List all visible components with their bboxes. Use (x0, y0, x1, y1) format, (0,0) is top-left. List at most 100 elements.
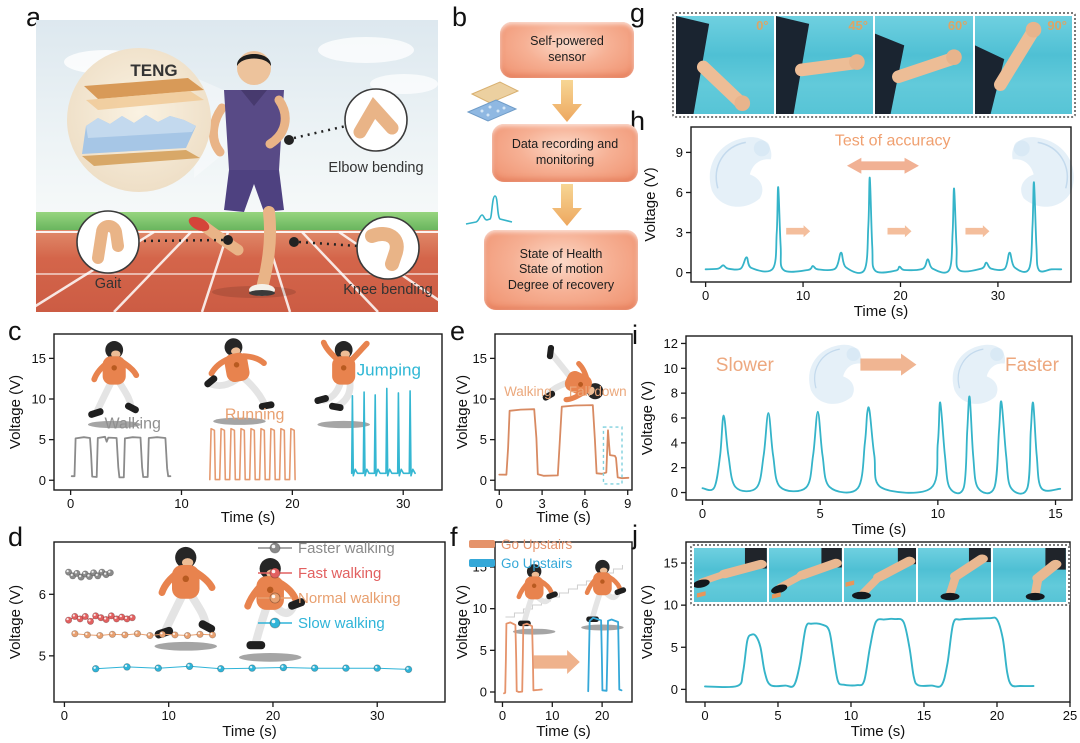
arm-photo-0deg: 0° (676, 16, 774, 114)
cartoon-person-stairs (238, 558, 306, 662)
x-tick-label: 0 (701, 708, 708, 723)
legend-label: Go Upstairs (501, 537, 573, 552)
cartoon-person-stairs (512, 564, 558, 635)
x-axis-label: Time (s) (221, 509, 275, 526)
panel-label-b: b (452, 2, 468, 32)
x-tick-label: 10 (931, 506, 945, 521)
leg-2-art (770, 548, 842, 599)
y-tick-label: 0 (671, 682, 678, 697)
chart-gait-modes: Walking Running Jumping 0 10 20 30 0 5 10 15 Time (… (8, 328, 450, 526)
y-tick-label: 0 (671, 485, 678, 500)
data-point (208, 631, 217, 639)
y-tick-label: 15 (664, 556, 678, 571)
chart-svg-h: Test of accuracy 0 10 20 30 0 3 6 9 Time (s) Volta… (643, 126, 1074, 320)
x-tick-label: 30 (991, 288, 1005, 303)
data-point-glint (312, 665, 315, 669)
angle-label-0: 0° (756, 18, 769, 33)
data-point (217, 665, 225, 673)
data-point-glint (87, 574, 90, 577)
elbow-label: Elbow bending (328, 160, 423, 176)
x-tick-label: 9 (624, 496, 631, 511)
data-point-glint (343, 665, 347, 669)
y-tick-label: 9 (676, 145, 683, 160)
data-point (183, 631, 192, 640)
arm-photo-60deg: 60° (875, 16, 973, 114)
y-tick-label: 5 (39, 432, 46, 447)
panel-label-i: i (632, 320, 638, 350)
leg-photo-4 (918, 548, 992, 602)
cartoon-person-jump (314, 339, 370, 429)
x-tick-label: 5 (817, 506, 824, 521)
x-axis-label: Time (s) (536, 509, 590, 526)
leg-photo-3 (843, 548, 917, 602)
data-point-glint (83, 614, 86, 617)
x-axis-label: Time (s) (536, 723, 590, 740)
x-tick-label: 3 (538, 496, 545, 511)
chart-svg-d: 0 10 20 30 5 6 Time (s) Voltage (V) Faster walki… (8, 540, 446, 740)
data-point (185, 662, 194, 671)
x-tick-label: 30 (396, 496, 410, 511)
flow-output-line2: State of motion (518, 262, 604, 277)
leg-1-art (694, 548, 767, 598)
data-point-glint (93, 666, 96, 669)
chart-legend: Go Upstairs Go Upstairs (469, 537, 573, 571)
signal-trace-icon (465, 195, 513, 225)
y-tick-label: 5 (480, 432, 487, 447)
panel-label-e: e (450, 316, 466, 346)
y-tick-label: 3 (676, 225, 683, 240)
data-point-glint (78, 574, 82, 578)
series-line-0 (503, 621, 543, 695)
chart-annotation-text: Walking (504, 384, 552, 399)
leg-photo-2 (768, 548, 842, 602)
data-point (91, 665, 100, 673)
angle-label-60: 60° (947, 18, 968, 33)
x-tick-label: 15 (1048, 506, 1062, 521)
data-point (83, 631, 91, 639)
y-tick-label: 5 (671, 640, 678, 655)
data-point-glint (281, 665, 284, 668)
angle-label-90: 90° (1047, 18, 1067, 33)
data-point-glint (72, 631, 75, 634)
cartoon-person-walk (154, 546, 218, 651)
data-point-glint (70, 573, 73, 576)
data-point-glint (104, 617, 107, 620)
plot-frame (53, 541, 446, 703)
data-point (248, 664, 256, 672)
data-point (128, 614, 136, 622)
cartoon-person-fall (542, 344, 604, 403)
data-point-glint (110, 632, 113, 635)
series-line-0 (701, 395, 1062, 495)
data-point (108, 630, 116, 638)
chart-legend: Faster walking Fast walking Normal walking… (258, 540, 401, 632)
flow-box-recording: Data recording and monitoring (492, 124, 638, 182)
panel-a-scene: TENG Elbow bending Gait Knee bending (36, 20, 438, 312)
data-point (196, 630, 204, 638)
chart-annotation-text: Walking (105, 415, 161, 432)
series-line-0 (704, 176, 1063, 274)
data-point-glint (77, 616, 81, 620)
data-point (154, 664, 163, 672)
data-point-glint (160, 632, 163, 635)
y-axis-label: Voltage (V) (8, 375, 24, 449)
data-point-glint (210, 632, 213, 636)
flow-output-line1: State of Health (519, 246, 603, 261)
data-point (71, 630, 79, 638)
data-point-glint (91, 570, 94, 573)
y-tick-label: 15 (32, 351, 46, 366)
x-tick-label: 6 (581, 496, 588, 511)
data-point-glint (74, 571, 78, 574)
legend-label: Fast walking (298, 565, 381, 582)
y-tick-label: 6 (671, 411, 678, 426)
data-point (373, 664, 381, 672)
cartoon-person-stairs (581, 559, 627, 631)
y-axis-label: Voltage (V) (455, 585, 471, 659)
arm-watermark (952, 344, 1006, 404)
chart-bending-speed: Slower Faster 0 5 10 15 0 2 4 6 8 10 12 Time (s) Volta… (640, 330, 1080, 538)
legend-label: Go Upstairs (501, 556, 573, 571)
data-point-glint (93, 613, 96, 616)
y-axis-label: Voltage (V) (640, 381, 656, 455)
elbow-callout: Elbow bending (284, 88, 424, 176)
data-point (310, 664, 319, 672)
chart-annotation-text: Jumping (357, 360, 421, 379)
